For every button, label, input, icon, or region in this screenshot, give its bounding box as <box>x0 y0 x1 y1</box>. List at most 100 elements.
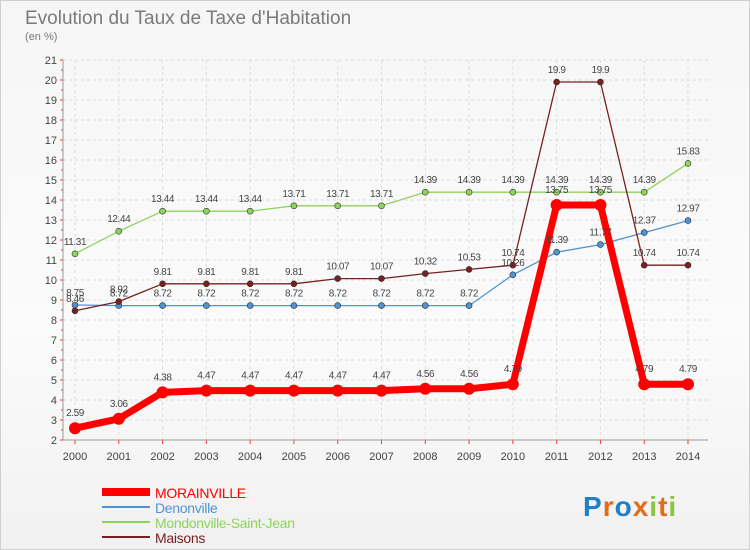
data-label: 3.06 <box>110 399 129 410</box>
data-point <box>682 378 694 391</box>
data-point <box>334 275 342 282</box>
data-point <box>290 202 298 210</box>
data-label: 4.56 <box>416 369 435 380</box>
data-label: 10.74 <box>676 248 700 259</box>
data-point <box>203 302 210 309</box>
data-point <box>159 302 166 309</box>
y-tick-label: 11 <box>46 255 57 267</box>
data-label: 10.32 <box>414 257 438 268</box>
data-point <box>509 188 517 196</box>
y-tick-label: 9 <box>51 295 57 307</box>
data-label: 4.47 <box>241 371 260 382</box>
data-label: 10.26 <box>501 258 525 269</box>
data-label: 4.79 <box>679 364 698 375</box>
logo-letter: r <box>603 491 615 522</box>
logo-letter: i <box>649 491 658 522</box>
data-point <box>594 199 607 211</box>
data-label: 12.44 <box>107 214 131 225</box>
data-point <box>331 384 344 397</box>
data-label: 4.79 <box>504 364 523 375</box>
data-point <box>71 250 79 258</box>
data-label: 8.72 <box>460 289 479 300</box>
data-point <box>203 207 210 215</box>
data-label: 13.44 <box>195 194 219 205</box>
data-label: 13.71 <box>370 189 394 200</box>
proxiti-logo: Proxiti <box>583 491 677 522</box>
data-label: 12.37 <box>633 216 657 227</box>
y-tick-label: 14 <box>45 195 57 207</box>
data-label: 8.72 <box>197 289 216 300</box>
y-tick-label: 15 <box>45 175 57 187</box>
data-labels: 8.75 8.72 8.72 8.72 8.72 8.72 8.72 8.72 8.72 8.72… <box>64 65 701 419</box>
data-label: 19.9 <box>548 65 567 76</box>
data-label: 13.75 <box>589 185 613 196</box>
data-label: 11.31 <box>64 237 87 248</box>
data-point <box>550 199 563 211</box>
x-tick-label: 2005 <box>282 451 306 463</box>
x-tick-label: 2003 <box>194 451 218 463</box>
data-point <box>71 307 79 315</box>
data-point <box>203 280 210 288</box>
y-tick-label: 19 <box>45 95 57 107</box>
y-tick-label: 10 <box>45 275 57 287</box>
y-tick-label: 4 <box>51 395 57 407</box>
data-point <box>419 382 432 395</box>
data-point <box>69 422 81 435</box>
data-point <box>290 280 298 288</box>
data-label: 14.39 <box>545 175 569 186</box>
y-tick-label: 17 <box>45 135 57 147</box>
data-point <box>684 261 692 269</box>
data-label: 14.39 <box>589 175 613 186</box>
x-tick-label: 2006 <box>325 451 349 463</box>
data-label: 8.72 <box>241 289 260 300</box>
x-tick-label: 2009 <box>457 451 481 463</box>
x-tick-label: 2004 <box>238 451 262 463</box>
data-label: 4.38 <box>154 372 173 383</box>
data-label: 12.97 <box>676 204 700 215</box>
data-label: 8.72 <box>110 289 129 300</box>
data-label: 13.71 <box>326 189 350 200</box>
data-point <box>290 302 298 309</box>
data-point <box>334 302 342 309</box>
data-point <box>378 202 385 210</box>
data-point <box>375 384 388 397</box>
x-tick-label: 2008 <box>413 451 437 463</box>
data-point <box>465 188 473 196</box>
data-label: 8.72 <box>154 289 173 300</box>
data-label: 9.81 <box>241 267 260 278</box>
data-point <box>597 241 604 248</box>
x-tick-label: 2001 <box>107 451 131 463</box>
legend-label: Denonville <box>155 500 218 516</box>
data-label: 4.47 <box>329 371 348 382</box>
data-label: 9.81 <box>154 267 173 278</box>
data-label: 8.72 <box>329 289 348 300</box>
data-label: 14.39 <box>633 175 657 186</box>
data-point <box>553 78 560 86</box>
y-tick-label: 18 <box>45 115 57 127</box>
data-label: 8.92 <box>110 285 129 296</box>
y-tick-label: 21 <box>45 55 57 67</box>
y-tick-label: 5 <box>51 375 57 387</box>
data-label: 13.75 <box>545 185 569 196</box>
data-point <box>638 378 651 391</box>
data-point <box>115 227 123 235</box>
data-label: 15.83 <box>676 146 700 157</box>
x-tick-label: 2007 <box>369 451 393 463</box>
y-tick-label: 13 <box>45 215 57 227</box>
data-label: 19.9 <box>591 65 610 76</box>
data-label: 13.44 <box>239 194 263 205</box>
x-tick-label: 2000 <box>63 451 87 463</box>
data-label: 8.72 <box>285 289 304 300</box>
data-point <box>640 229 648 236</box>
data-label: 4.56 <box>460 369 479 380</box>
data-point <box>597 78 604 86</box>
x-tick-label: 2013 <box>632 451 656 463</box>
data-point <box>421 302 429 309</box>
data-label: 8.46 <box>66 294 85 305</box>
data-point <box>159 280 166 288</box>
data-label: 14.39 <box>414 175 438 186</box>
y-tick-label: 7 <box>51 335 57 347</box>
data-point <box>246 302 254 309</box>
data-point <box>684 160 692 167</box>
